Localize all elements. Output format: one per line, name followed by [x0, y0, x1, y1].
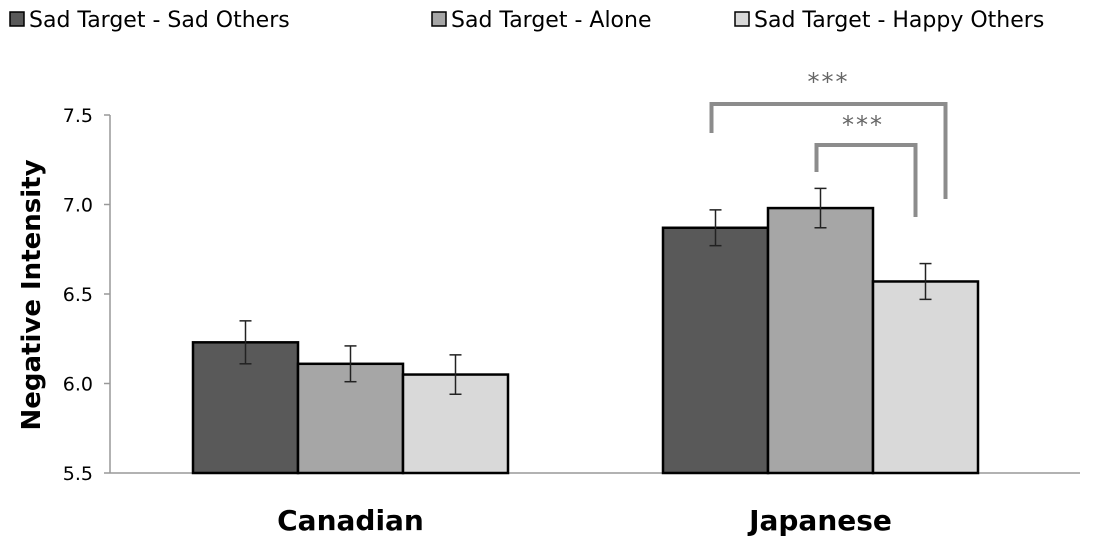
legend-swatch-3 [734, 11, 750, 27]
error-bar-canadian-2 [344, 345, 357, 383]
bar-japanese-3 [871, 280, 980, 475]
y-axis-label: Negative Intensity [17, 159, 47, 430]
significance-bracket-1 [709, 102, 948, 199]
significance-label-1: *** [808, 68, 850, 96]
error-bar-japanese-2 [814, 187, 827, 229]
significance-label-2: *** [842, 111, 884, 139]
legend: Sad Target - Sad Others Sad Target - Alon… [9, 8, 1044, 33]
legend-swatch-1 [9, 11, 25, 27]
significance-bracket-2 [814, 143, 918, 217]
error-bar-japanese-1 [709, 209, 722, 247]
significance-brackets: *** *** [709, 68, 948, 217]
y-tick-label: 5.5 [63, 463, 93, 485]
bar-japanese-1 [661, 226, 770, 475]
bars [191, 206, 980, 475]
error-bar-canadian-1 [239, 320, 252, 365]
legend-label-1: Sad Target - Sad Others [29, 8, 290, 33]
category-label-japanese: Japanese [747, 504, 892, 537]
error-bar-canadian-3 [449, 354, 462, 395]
category-label-canadian: Canadian [277, 504, 424, 537]
legend-swatch-2 [431, 11, 447, 27]
y-tick-label: 7.5 [63, 105, 93, 127]
error-bars [239, 187, 932, 395]
y-tick-label: 6.5 [63, 284, 93, 306]
error-bar-japanese-3 [919, 262, 932, 301]
y-tick-label: 7.0 [63, 195, 93, 217]
legend-label-3: Sad Target - Happy Others [754, 8, 1044, 33]
y-tick-label: 6.0 [63, 374, 93, 396]
bar-japanese-2 [766, 206, 875, 475]
legend-label-2: Sad Target - Alone [451, 8, 652, 33]
